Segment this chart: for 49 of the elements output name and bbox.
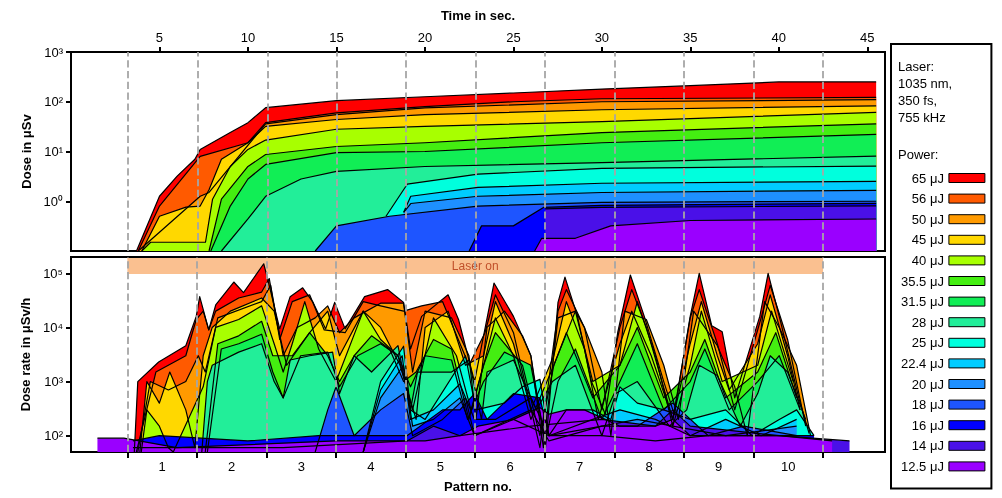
y-tick-label: 10⁴ <box>42 319 63 335</box>
legend-label: 25 μJ <box>911 335 944 351</box>
legend-label: 31.5 μJ <box>901 294 944 310</box>
legend-label: 16 μJ <box>911 417 944 433</box>
legend-label: 22.4 μJ <box>901 355 944 371</box>
legend-label: 20 μJ <box>911 376 944 392</box>
y-axis-title: Dose in μSv <box>18 113 34 189</box>
x-tick-label: 1 <box>158 459 166 474</box>
y-tick-label: 10¹ <box>44 144 64 159</box>
legend-label: 28 μJ <box>911 314 944 330</box>
legend-label: 50 μJ <box>911 211 944 227</box>
y-axis-title: Dose rate in μSv/h <box>18 297 34 412</box>
legend-label: 45 μJ <box>911 232 944 248</box>
x-tick-label: 35 <box>683 30 698 45</box>
x-tick-label: 30 <box>594 30 610 45</box>
band-label: Laser on <box>451 259 499 273</box>
legend-label: 12.5 μJ <box>901 458 944 474</box>
legend-label: 18 μJ <box>911 397 944 413</box>
x-axis-title: Time in sec. <box>440 8 516 23</box>
x-tick-label: 9 <box>715 459 723 474</box>
x-tick-label: 10 <box>240 30 256 45</box>
x-tick-label: 20 <box>417 30 433 45</box>
legend-label: 65 μJ <box>911 170 944 186</box>
legend-label: 35.5 μJ <box>901 273 944 289</box>
y-tick-label: 10³ <box>44 374 64 390</box>
y-tick-label: 10² <box>44 94 64 110</box>
legend-title: Power: <box>898 147 939 162</box>
y-tick-label: 10⁵ <box>43 265 63 281</box>
x-tick-label: 2 <box>228 459 236 474</box>
x-tick-label: 8 <box>645 459 653 474</box>
y-tick-label: 10³ <box>44 44 64 60</box>
x-tick-label: 40 <box>771 30 787 45</box>
x-tick-label: 10 <box>781 459 796 474</box>
x-tick-label: 3 <box>297 459 305 474</box>
x-tick-label: 25 <box>506 30 521 45</box>
x-tick-label: 5 <box>155 30 164 45</box>
legend-label: 56 μJ <box>911 191 944 207</box>
x-tick-label: 15 <box>329 30 344 45</box>
legend-label: 14 μJ <box>911 438 944 454</box>
legend-label: 40 μJ <box>911 252 944 268</box>
x-tick-label: 4 <box>367 459 375 474</box>
y-tick-label: 10² <box>44 428 64 444</box>
x-tick-label: 7 <box>575 459 584 474</box>
x-tick-label: 5 <box>436 459 445 474</box>
x-tick-label: 6 <box>506 459 514 474</box>
x-axis-title: Pattern no. <box>444 479 512 494</box>
y-tick-label: 10⁰ <box>43 193 63 209</box>
x-tick-label: 45 <box>860 30 875 45</box>
text: Laser: 1035 nm, 350 fs, 755 kHz <box>898 59 953 125</box>
